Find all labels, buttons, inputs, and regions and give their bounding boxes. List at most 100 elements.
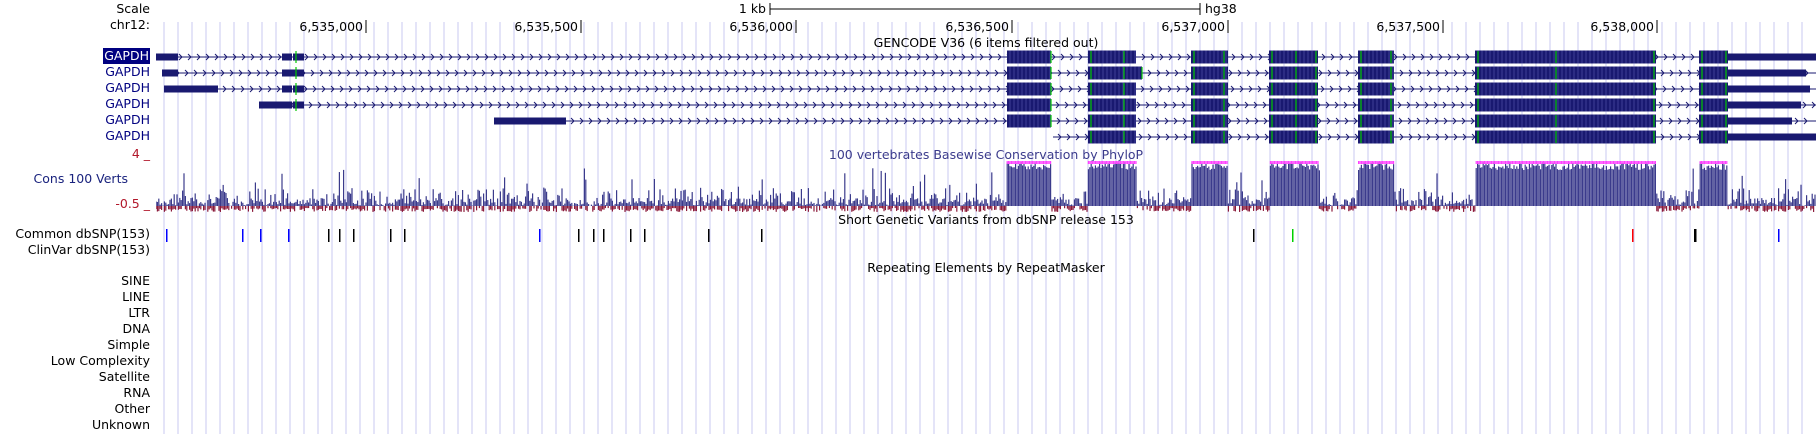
strand-arrow — [1235, 101, 1240, 109]
strand-arrow — [618, 85, 623, 93]
snp-marker — [708, 229, 710, 242]
strand-arrow — [822, 117, 827, 125]
strand-arrow — [706, 69, 711, 77]
transcript-label[interactable]: GAPDH — [105, 80, 150, 95]
strand-arrow — [544, 69, 549, 77]
strand-arrow — [690, 85, 695, 93]
repeat-class-label[interactable]: Satellite — [98, 369, 150, 384]
transcript-label[interactable]: GAPDH — [105, 96, 150, 111]
strand-arrow — [214, 53, 219, 61]
transcript-label[interactable]: GAPDH — [105, 128, 150, 143]
strand-arrow — [1671, 85, 1676, 93]
strand-arrow — [823, 69, 828, 77]
strand-arrow — [879, 85, 884, 93]
strand-arrow — [1426, 69, 1431, 77]
snp-marker — [242, 229, 244, 242]
repeat-class-label[interactable]: Other — [114, 401, 151, 416]
strand-arrow — [661, 69, 666, 77]
strand-arrow — [267, 85, 272, 93]
strand-arrow — [781, 53, 786, 61]
conservation-wiggle[interactable] — [156, 161, 1816, 212]
strand-arrow — [1181, 101, 1186, 109]
repeat-class-label[interactable]: LTR — [128, 305, 150, 320]
strand-arrow — [1433, 101, 1438, 109]
strand-arrow — [1253, 101, 1258, 109]
strand-arrow — [957, 117, 962, 125]
exon-block — [1191, 130, 1228, 144]
strand-arrow — [705, 117, 710, 125]
exon-block — [1358, 114, 1394, 128]
transcript-label[interactable]: GAPDH — [103, 48, 150, 64]
strand-arrow — [1245, 117, 1250, 125]
strand-arrow — [769, 69, 774, 77]
strand-arrow — [742, 69, 747, 77]
strand-arrow — [562, 69, 567, 77]
base-position-ruler: 1 kb hg38 6,535,000 6,535,500 6,536,000 6,5… — [299, 1, 1658, 34]
strand-arrow — [776, 101, 781, 109]
strand-arrow — [688, 69, 693, 77]
strand-arrow — [308, 101, 313, 109]
assembly-label: hg38 — [1205, 1, 1237, 16]
strand-arrow — [831, 117, 836, 125]
gencode-track-title: GENCODE V36 (6 items filtered out) — [874, 35, 1099, 50]
exon-block — [282, 53, 292, 61]
clinvar-dbsnp-label[interactable]: ClinVar dbSNP(153) — [27, 242, 150, 257]
snp-marker — [404, 229, 406, 242]
strand-arrow — [654, 85, 659, 93]
repeat-class-label[interactable]: SINE — [121, 273, 150, 288]
strand-arrow — [1176, 85, 1181, 93]
repeat-class-label[interactable]: LINE — [122, 289, 150, 304]
strand-arrow — [1141, 53, 1146, 61]
track-canvas[interactable]: 1 kb hg38 6,535,000 6,535,500 6,536,000 6,5… — [156, 0, 1816, 434]
strand-arrow — [787, 69, 792, 77]
strand-arrow — [303, 85, 308, 93]
strand-arrow — [488, 101, 493, 109]
strand-arrow — [1470, 117, 1475, 125]
dbsnp-track-title: Short Genetic Variants from dbSNP releas… — [838, 212, 1134, 227]
strand-arrow — [1083, 117, 1088, 125]
strand-arrow — [331, 53, 336, 61]
strand-arrow — [1443, 117, 1448, 125]
strand-arrow — [537, 85, 542, 93]
strand-arrow — [645, 85, 650, 93]
strand-arrow — [637, 53, 642, 61]
common-dbsnp-label[interactable]: Common dbSNP(153) — [15, 226, 150, 241]
transcript-row — [259, 98, 1816, 112]
repeat-class-label[interactable]: RNA — [123, 385, 150, 400]
repeat-class-label[interactable]: Simple — [107, 337, 150, 352]
strand-arrow — [889, 53, 894, 61]
strand-arrow — [353, 101, 358, 109]
strand-arrow — [571, 69, 576, 77]
strand-arrow — [1320, 85, 1325, 93]
strand-arrow — [1334, 101, 1339, 109]
exon-block — [1728, 53, 1816, 61]
strand-arrow — [346, 69, 351, 77]
transcript-label[interactable]: GAPDH — [105, 112, 150, 127]
repeat-class-label[interactable]: Unknown — [91, 417, 150, 432]
strand-arrow — [803, 101, 808, 109]
strand-arrow — [1803, 117, 1808, 125]
strand-arrow — [1462, 133, 1467, 141]
strand-arrow — [1435, 133, 1440, 141]
repeat-class-label[interactable]: DNA — [122, 321, 150, 336]
strand-arrow — [1335, 117, 1340, 125]
strand-arrow — [1402, 53, 1407, 61]
dbsnp-track[interactable] — [166, 229, 1780, 242]
transcript-label[interactable]: GAPDH — [105, 64, 150, 79]
strand-arrow — [231, 85, 236, 93]
strand-arrow — [772, 53, 777, 61]
exon-block — [1475, 114, 1656, 128]
strand-arrow — [727, 53, 732, 61]
conservation-track-label[interactable]: Cons 100 Verts — [33, 171, 128, 186]
strand-arrow — [744, 85, 749, 93]
strand-arrow — [805, 69, 810, 77]
exon-block — [1007, 82, 1051, 96]
strand-arrow — [1677, 117, 1682, 125]
transcript-row — [164, 82, 1816, 96]
strand-arrow — [373, 69, 378, 77]
strand-arrow — [1255, 69, 1260, 77]
strand-arrow — [533, 101, 538, 109]
gencode-track[interactable] — [156, 50, 1816, 144]
repeat-class-label[interactable]: Low Complexity — [50, 353, 150, 368]
strand-arrow — [1408, 69, 1413, 77]
